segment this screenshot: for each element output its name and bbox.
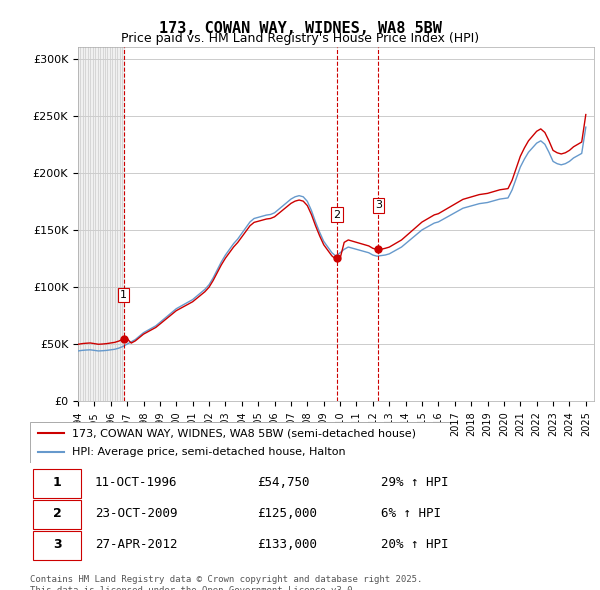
Text: 3: 3: [53, 538, 61, 551]
FancyBboxPatch shape: [33, 531, 82, 560]
Bar: [78, 47, 124, 401]
Text: 2: 2: [53, 507, 61, 520]
Text: 1: 1: [53, 476, 61, 489]
Text: 6% ↑ HPI: 6% ↑ HPI: [381, 507, 441, 520]
Text: 11-OCT-1996: 11-OCT-1996: [95, 476, 178, 489]
Text: Price paid vs. HM Land Registry's House Price Index (HPI): Price paid vs. HM Land Registry's House …: [121, 32, 479, 45]
Text: £54,750: £54,750: [257, 476, 310, 489]
Text: 27-APR-2012: 27-APR-2012: [95, 538, 178, 551]
FancyBboxPatch shape: [33, 469, 82, 498]
Text: 2: 2: [334, 209, 341, 219]
FancyBboxPatch shape: [33, 500, 82, 529]
Text: £125,000: £125,000: [257, 507, 317, 520]
Text: 173, COWAN WAY, WIDNES, WA8 5BW (semi-detached house): 173, COWAN WAY, WIDNES, WA8 5BW (semi-de…: [72, 428, 416, 438]
Text: 23-OCT-2009: 23-OCT-2009: [95, 507, 178, 520]
Text: 3: 3: [375, 201, 382, 211]
Text: 1: 1: [120, 290, 127, 300]
Text: 29% ↑ HPI: 29% ↑ HPI: [381, 476, 449, 489]
Text: 20% ↑ HPI: 20% ↑ HPI: [381, 538, 449, 551]
Text: 173, COWAN WAY, WIDNES, WA8 5BW: 173, COWAN WAY, WIDNES, WA8 5BW: [158, 21, 442, 35]
Text: Contains HM Land Registry data © Crown copyright and database right 2025.
This d: Contains HM Land Registry data © Crown c…: [30, 575, 422, 590]
Text: £133,000: £133,000: [257, 538, 317, 551]
FancyBboxPatch shape: [30, 422, 450, 463]
Text: HPI: Average price, semi-detached house, Halton: HPI: Average price, semi-detached house,…: [72, 447, 346, 457]
